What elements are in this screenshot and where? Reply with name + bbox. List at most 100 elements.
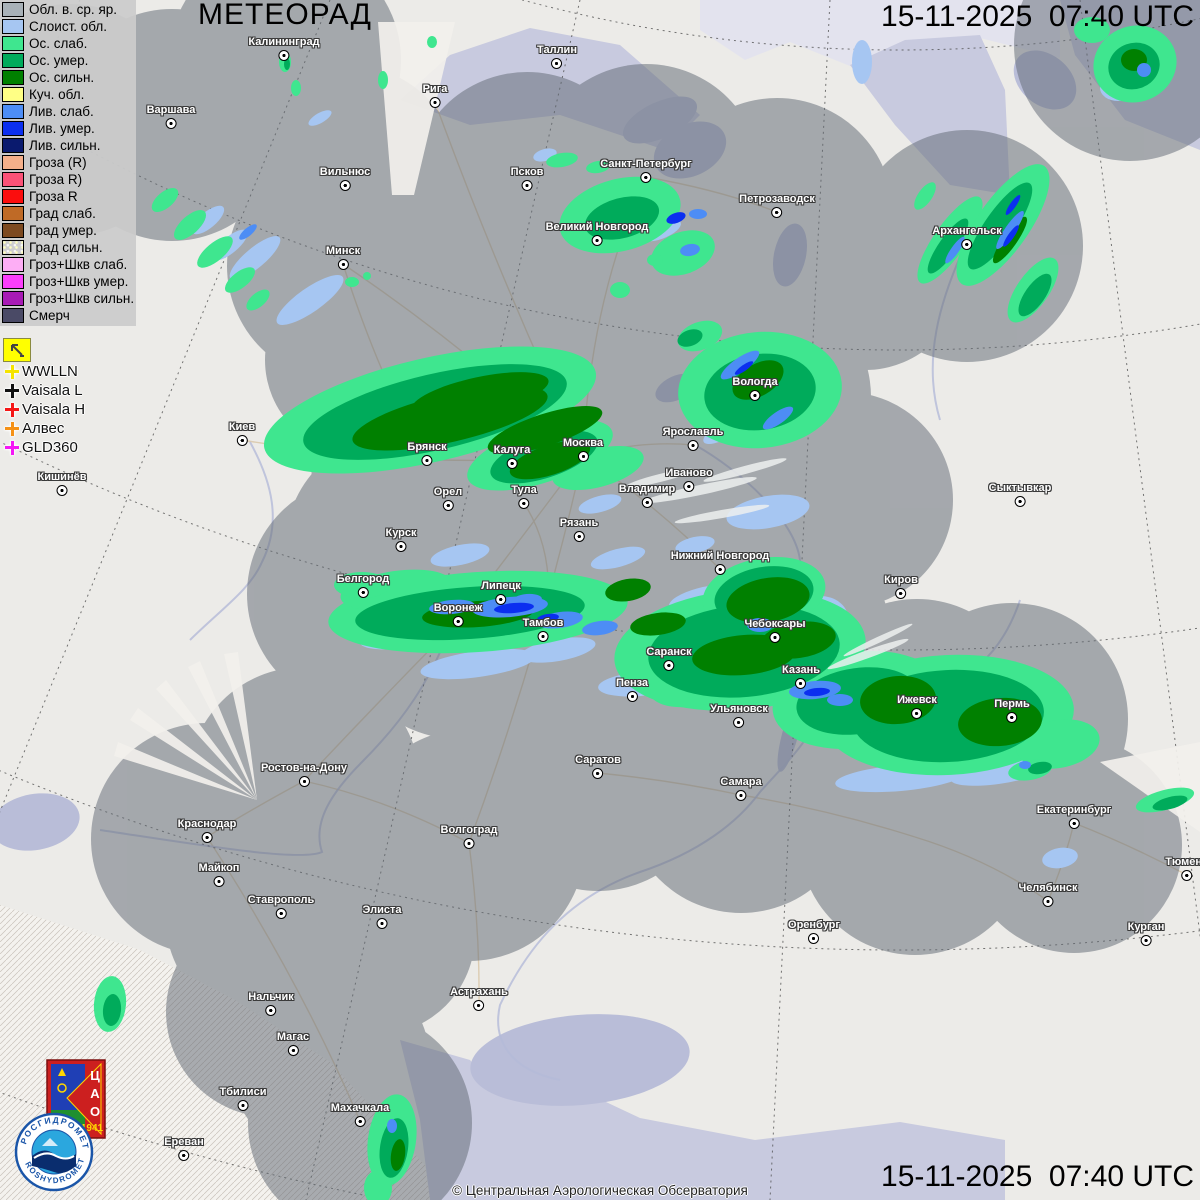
legend-label: Куч. обл. [29,87,85,102]
legend-swatch [2,87,24,102]
legend-label: Гроза R [29,189,78,204]
precipitation-legend: Обл. в. ср. яр. Слоист. обл. Ос. слаб. Ос. … [0,0,136,326]
svg-text:О: О [90,1104,100,1119]
northern-land [700,0,1060,66]
legend-label: Обл. в. ср. яр. [29,2,118,17]
legend-row: Град умер. [2,222,136,239]
legend-swatch [2,19,24,34]
svg-text:1941: 1941 [81,1123,104,1134]
legend-row: Куч. обл. [2,86,136,103]
lake-water [470,1014,690,1106]
legend-row: Ос. слаб. [2,35,136,52]
legend-row: Ос. сильн. [2,69,136,86]
legend-swatch [2,206,24,221]
legend-swatch [2,36,24,51]
legend-swatch [2,257,24,272]
legend-row: Град сильн. [2,239,136,256]
legend-swatch [2,53,24,68]
lightning-network-label: Алвес [22,420,65,437]
legend-row: Обл. в. ср. яр. [2,1,136,18]
legend-row: Гроза R) [2,171,136,188]
legend-row: Лив. умер. [2,120,136,137]
lightning-cross-icon [5,421,19,436]
legend-row: Гроза R [2,188,136,205]
no-data-sector [130,708,257,800]
legend-row: Смерч [2,307,136,324]
no-data-sector [188,661,257,800]
precip-ray-layer [626,458,913,670]
timestamp-bottom: 15-11-2025 07:40 UTC [881,1160,1194,1193]
legend-label: Смерч [29,308,70,323]
legend-swatch [2,70,24,85]
legend-label: Гроза R) [29,172,83,187]
tornado-arrow-glyph [11,344,24,357]
no-data-sector [1100,742,1200,832]
tornado-direction-icon [3,338,31,362]
legend-swatch [2,2,24,17]
page-title: МЕТЕОРАД [198,0,372,31]
legend-row: Гроз+Шкв сильн. [2,290,136,307]
lightning-network-row: Vaisala H [2,400,85,419]
no-data-sector [378,22,455,195]
organization-logos: Ц А О 1941 РОСГИДРОМЕТ ROSHYDROMET [12,1054,132,1194]
precip-s2-layer [494,195,1021,697]
legend-label: Ос. умер. [29,53,89,68]
lightning-cross-icon [5,383,19,398]
legend-row: Лив. слаб. [2,103,136,120]
legend-row: Ос. умер. [2,52,136,69]
svg-text:А: А [90,1086,100,1101]
lightning-network-row: Алвес [2,419,85,438]
legend-swatch [2,291,24,306]
legend-label: Лив. слаб. [29,104,94,119]
legend-label: Град умер. [29,223,97,238]
lightning-network-label: Vaisala L [22,382,83,399]
legend-swatch [2,274,24,289]
cao-roshydromet-logo: Ц А О 1941 РОСГИДРОМЕТ ROSHYDROMET [14,1059,106,1192]
lightning-network-row: GLD360 [2,438,85,457]
legend-label: Гроз+Шкв слаб. [29,257,128,272]
legend-label: Град сильн. [29,240,103,255]
lightning-cross-icon [5,364,19,379]
legend-swatch [2,138,24,153]
lightning-cross-icon [5,440,19,455]
legend-swatch [2,189,24,204]
lightning-network-row: Vaisala L [2,381,85,400]
lake-water [0,793,80,851]
lightning-cross-icon [5,402,19,417]
lightning-network-row: WWLLN [2,362,85,381]
legend-swatch [2,121,24,136]
legend-row: Гроза (R) [2,154,136,171]
no-data-sector [114,742,257,800]
legend-label: Ос. сильн. [29,70,95,85]
roshydromet-round-logo: РОСГИДРОМЕТ ROSHYDROMET [14,1112,94,1192]
legend-swatch [2,223,24,238]
lightning-network-label: WWLLN [22,363,78,380]
legend-row: Гроз+Шкв слаб. [2,256,136,273]
legend-swatch [2,240,24,255]
lightning-networks-legend: WWLLN Vaisala L Vaisala H Алвес GLD360 [2,362,85,457]
legend-label: Ос. слаб. [29,36,88,51]
legend-label: Гроз+Шкв умер. [29,274,129,289]
legend-label: Град слаб. [29,206,96,221]
legend-label: Слоист. обл. [29,19,108,34]
legend-swatch [2,104,24,119]
legend-row: Лив. сильн. [2,137,136,154]
legend-swatch [2,172,24,187]
lightning-network-label: Vaisala H [22,401,86,418]
legend-label: Лив. сильн. [29,138,101,153]
no-data-sector [224,652,257,800]
legend-label: Гроз+Шкв сильн. [29,291,135,306]
legend-swatch [2,155,24,170]
legend-label: Лив. умер. [29,121,95,136]
legend-row: Слоист. обл. [2,18,136,35]
legend-row: Гроз+Шкв умер. [2,273,136,290]
legend-swatch [2,308,24,323]
lightning-network-label: GLD360 [22,439,78,456]
legend-label: Гроза (R) [29,155,87,170]
svg-text:Ц: Ц [90,1068,100,1083]
timestamp-top: 15-11-2025 07:40 UTC [881,0,1194,33]
no-data-sector [156,680,257,800]
legend-row: Град слаб. [2,205,136,222]
